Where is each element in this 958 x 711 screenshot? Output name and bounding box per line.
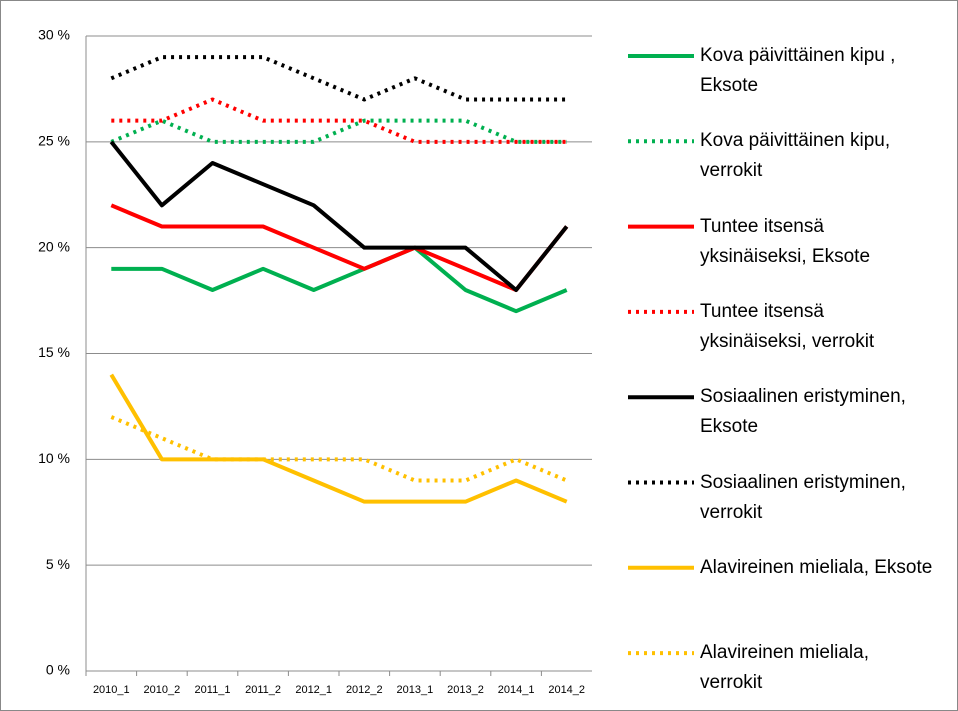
x-tick-label: 2011_2 bbox=[245, 684, 281, 696]
series-line bbox=[110, 55, 567, 102]
series-line bbox=[111, 97, 567, 144]
y-tick-label: 5 % bbox=[46, 556, 70, 572]
y-tick-label: 10 % bbox=[38, 450, 70, 466]
y-tick-label: 20 % bbox=[38, 238, 70, 254]
x-tick-label: 2014_2 bbox=[548, 684, 585, 696]
legend-label: Sosiaalinen eristyminen, Eksote bbox=[700, 386, 906, 438]
legend-label: Kova päivittäinen kipu , Eksote bbox=[700, 45, 896, 96]
x-tick-label: 2012_1 bbox=[295, 684, 332, 696]
x-tick-label: 2010_1 bbox=[93, 684, 130, 696]
series-line bbox=[110, 203, 569, 292]
legend-label: Tuntee itsensä yksinäiseksi, Eksote bbox=[700, 215, 871, 267]
legend-label: Alavireinen mieliala, verrokit bbox=[700, 642, 869, 694]
legend-label: Alavireinen mieliala, Eksote bbox=[700, 556, 933, 578]
x-tick-label: 2013_1 bbox=[397, 684, 434, 696]
y-tick-label: 0 % bbox=[46, 662, 70, 678]
x-tick-label: 2011_1 bbox=[195, 684, 231, 696]
series-line bbox=[110, 118, 567, 144]
series-line bbox=[109, 373, 568, 504]
y-tick-label: 25 % bbox=[38, 133, 70, 149]
legend-label: Tuntee itsensä yksinäiseksi, verrokit bbox=[700, 300, 875, 352]
legend-label: Sosiaalinen eristyminen, verrokit bbox=[700, 471, 906, 523]
x-tick-label: 2010_2 bbox=[144, 684, 181, 696]
y-tick-label: 30 % bbox=[38, 27, 70, 43]
x-tick-label: 2014_1 bbox=[498, 684, 535, 696]
series-line bbox=[110, 415, 568, 483]
y-tick-label: 15 % bbox=[38, 344, 70, 360]
series-line bbox=[109, 140, 569, 292]
series-line bbox=[111, 245, 568, 314]
legend-label: Kova päivittäinen kipu, verrokit bbox=[700, 130, 891, 182]
x-tick-label: 2012_2 bbox=[346, 684, 383, 696]
x-tick-label: 2013_2 bbox=[447, 684, 484, 696]
